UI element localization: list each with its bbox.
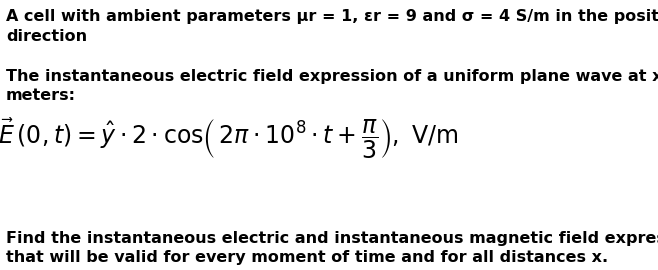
Text: The instantaneous electric field expression of a uniform plane wave at x= 0
mete: The instantaneous electric field express… <box>6 69 658 103</box>
Text: $\vec{E}\,(0,t) = \hat{y} \cdot 2 \cdot \cos\!\left(\,2\pi \cdot 10^{8} \cdot t : $\vec{E}\,(0,t) = \hat{y} \cdot 2 \cdot … <box>0 116 459 161</box>
Text: Find the instantaneous electric and instantaneous magnetic field expressions
tha: Find the instantaneous electric and inst… <box>6 231 658 265</box>
Text: A cell with ambient parameters μr = 1, εr = 9 and σ = 4 S/m in the positive x
di: A cell with ambient parameters μr = 1, ε… <box>6 9 658 44</box>
